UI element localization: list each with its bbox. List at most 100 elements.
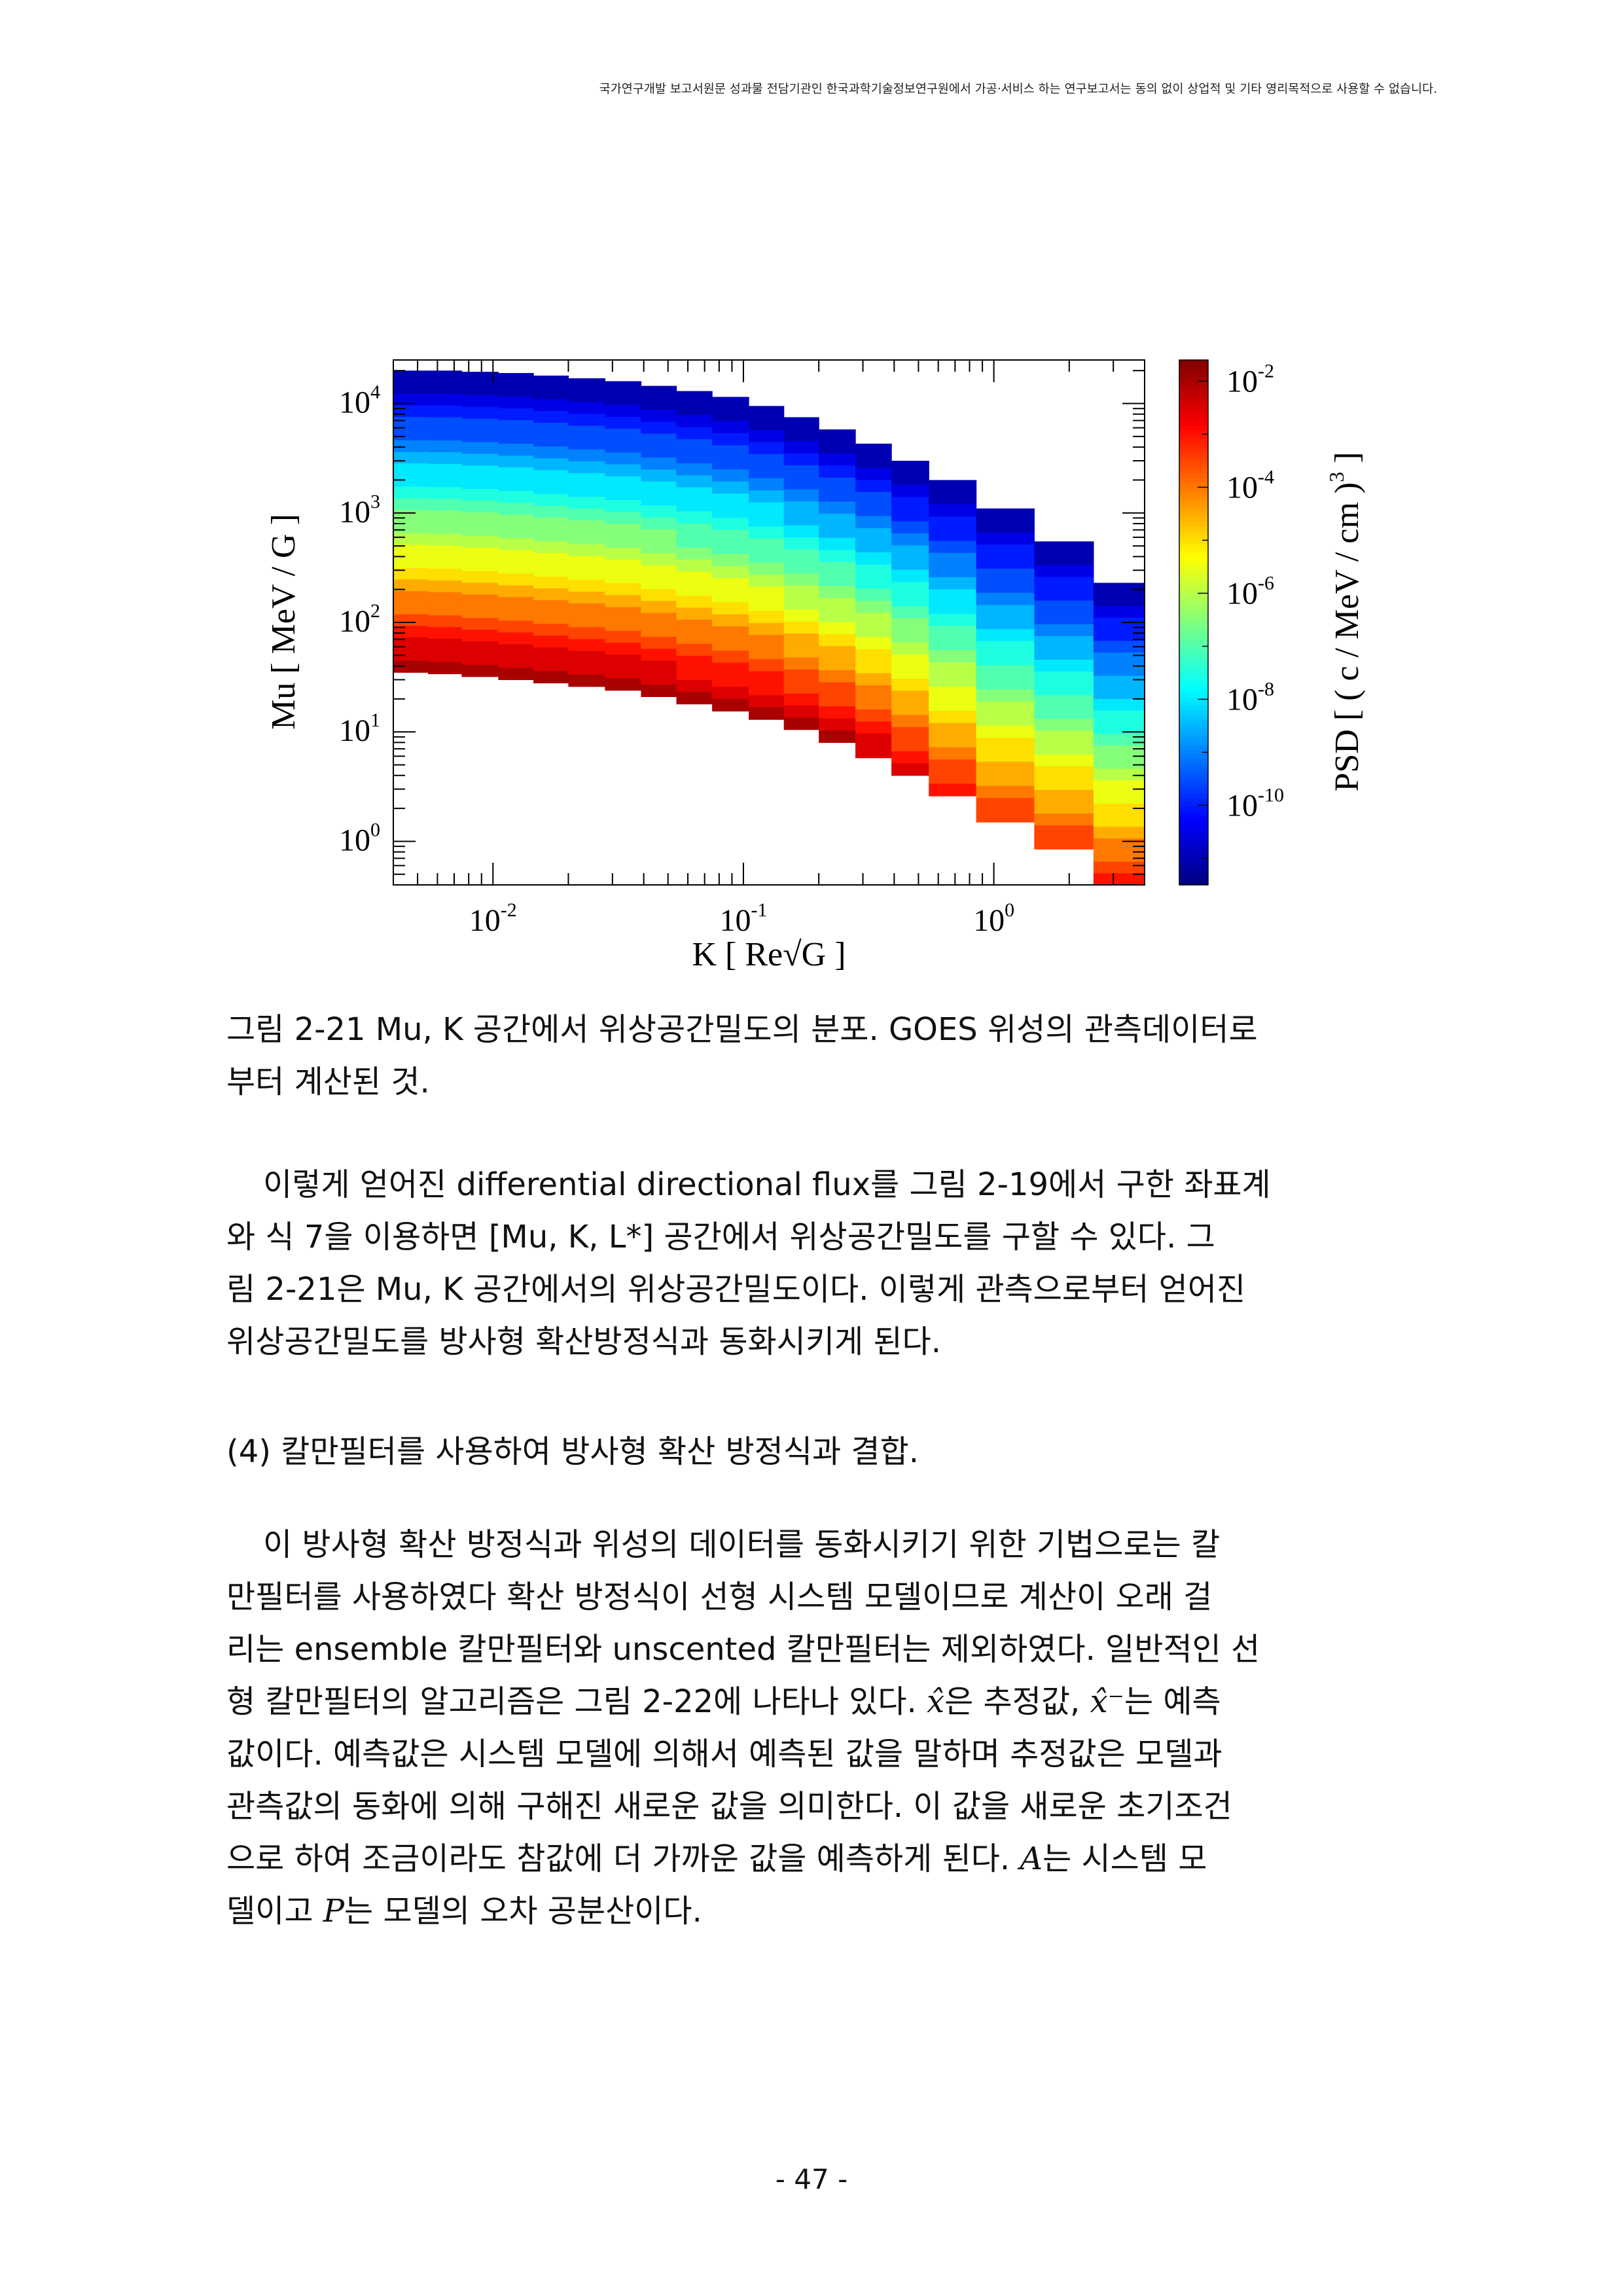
heatmap-cell	[712, 481, 749, 494]
heatmap-cell	[498, 562, 534, 574]
caption-line-1: 그림 2-21 Mu, K 공간에서 위상공간밀도의 분포. GOES 위성의 …	[226, 1011, 1258, 1048]
colorbar-swatch	[1179, 823, 1208, 829]
heatmap-cell	[393, 649, 429, 662]
heatmap-cell	[568, 390, 605, 403]
colorbar-swatch	[1179, 565, 1208, 571]
heatmap-cell	[641, 577, 677, 590]
colorbar-swatch	[1179, 442, 1208, 448]
heatmap-cell	[855, 721, 892, 734]
colorbar-swatch	[1179, 609, 1208, 615]
heatmap-cell	[1034, 624, 1094, 637]
heatmap-cell	[891, 605, 929, 619]
heatmap-cell	[891, 497, 929, 510]
heatmap-cell	[783, 645, 819, 658]
colorbar-swatch	[1179, 390, 1208, 396]
colorbar-swatch	[1179, 377, 1208, 383]
heatmap-cell	[605, 583, 642, 596]
colorbar-swatch	[1179, 683, 1208, 689]
heatmap-cell	[427, 638, 463, 651]
heatmap-cell	[712, 541, 749, 554]
heatmap-cell	[427, 569, 463, 581]
heatmap-cell	[712, 614, 749, 627]
heatmap-cell	[891, 654, 929, 667]
colorbar-swatch	[1179, 758, 1208, 763]
heatmap-cell	[819, 730, 856, 744]
heatmap-cell	[855, 673, 892, 686]
heatmap-cell	[393, 393, 429, 406]
heatmap-cell	[498, 573, 534, 586]
heatmap-cell	[976, 641, 1035, 654]
heatmap-cell	[461, 583, 499, 595]
heatmap-cell	[533, 612, 569, 624]
heatmap-cell	[461, 489, 499, 501]
heatmap-cell	[605, 619, 642, 632]
heatmap-cell	[605, 452, 642, 465]
heatmap-cell	[976, 798, 1035, 811]
colorbar-swatch	[1179, 486, 1208, 492]
heatmap-cell	[498, 456, 534, 468]
heatmap-cell	[676, 643, 713, 656]
heatmap-cell	[427, 650, 463, 663]
heatmap-cell	[605, 678, 642, 691]
heatmap-cell	[676, 427, 713, 440]
heatmap-cell	[712, 590, 749, 603]
heatmap-cell	[605, 607, 642, 620]
heatmap-cell	[605, 559, 642, 572]
heatmap-cell	[1034, 766, 1094, 779]
colorbar-swatch	[1179, 386, 1208, 391]
colorbar-swatch	[1179, 592, 1208, 597]
heatmap-cell	[976, 725, 1035, 738]
heatmap-cell	[498, 408, 534, 421]
heatmap-cell	[676, 668, 713, 681]
heatmap-cell	[533, 659, 569, 672]
heatmap-cell	[605, 666, 642, 679]
colorbar-swatch	[1179, 745, 1208, 750]
heatmap-cell	[819, 465, 856, 478]
heatmap-cell	[783, 681, 819, 694]
colorbar-swatch	[1179, 421, 1208, 426]
heatmap-cell	[891, 763, 929, 776]
colorbar-swatch	[1179, 509, 1208, 514]
heatmap-cell	[1034, 825, 1094, 838]
heatmap-cell	[1093, 838, 1145, 851]
colorbar-frame	[1179, 359, 1209, 886]
heatmap-cell	[819, 453, 856, 466]
y-tick-label: 102	[339, 600, 380, 639]
x-tick-label: 10-1	[719, 899, 767, 938]
heatmap-cell	[819, 490, 856, 503]
colorbar-swatch	[1179, 709, 1208, 715]
colorbar-swatch	[1179, 395, 1208, 400]
colorbar-swatch	[1179, 622, 1208, 628]
para2-line: 리는 ensemble 칼만필터와 unscented 칼만필터는 제외하였다.…	[226, 1631, 1260, 1668]
heatmap-cell	[929, 577, 977, 590]
heatmap-cell	[749, 526, 785, 539]
heatmap-cell	[533, 529, 569, 542]
heatmap-cell	[498, 668, 534, 681]
colorbar-swatch	[1179, 740, 1208, 745]
colorbar-swatch	[1179, 802, 1208, 807]
heatmap-cell	[676, 679, 713, 692]
heatmap-cell	[783, 429, 819, 442]
heatmap-cell	[1093, 768, 1145, 781]
colorbar-swatch	[1179, 517, 1208, 522]
heatmap-cell	[641, 445, 677, 458]
heatmap-cell	[819, 610, 856, 623]
heatmap-cell	[783, 609, 819, 622]
heatmap-cell	[1034, 588, 1094, 601]
heatmap-cell	[568, 437, 605, 450]
heatmap-cell	[641, 422, 677, 435]
heatmap-cell	[783, 453, 819, 466]
heatmap-cell	[427, 545, 463, 558]
colorbar-tick-label: 10-8	[1226, 678, 1274, 717]
heatmap-cell	[1093, 629, 1145, 641]
heatmap-cell	[461, 630, 499, 642]
colorbar-swatch	[1179, 688, 1208, 693]
colorbar-swatch	[1179, 495, 1208, 501]
colorbar-swatch	[1179, 753, 1208, 759]
colorbar-swatch	[1179, 526, 1208, 531]
heatmap-cell	[855, 576, 892, 589]
colorbar-swatch	[1179, 482, 1208, 488]
heatmap-cell	[749, 430, 785, 443]
colorbar-swatch	[1179, 535, 1208, 540]
heatmap-cell	[461, 535, 499, 548]
